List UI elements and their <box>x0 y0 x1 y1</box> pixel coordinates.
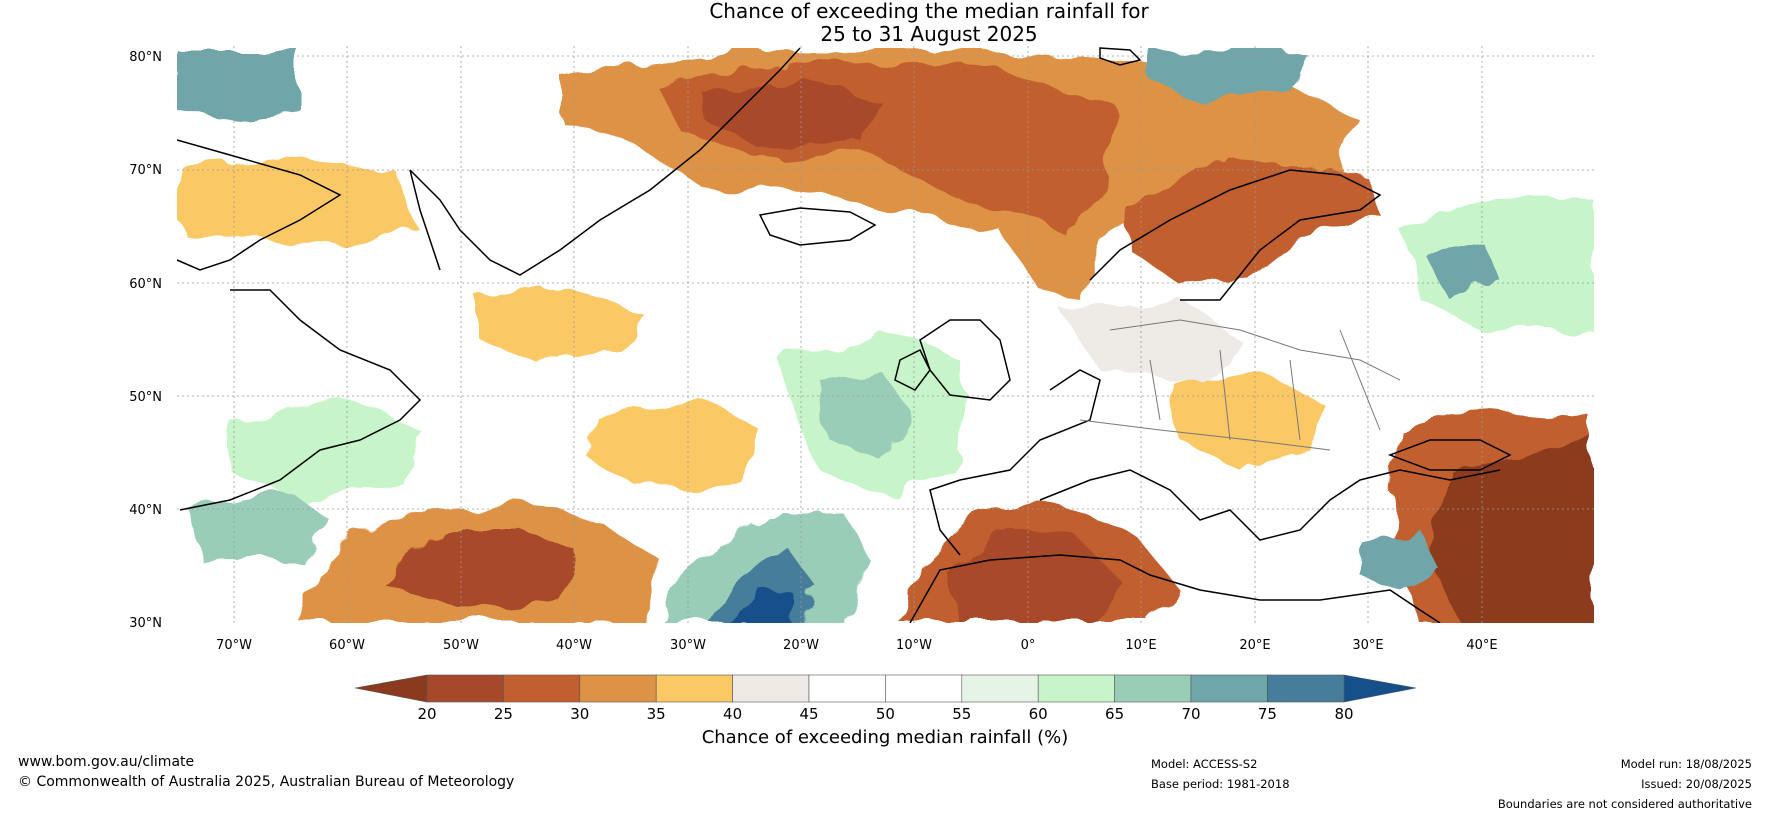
colorbar-tick-label: 75 <box>1258 705 1277 723</box>
coastline-africa-north <box>909 554 1441 623</box>
lon-label-30e: 30°E <box>1352 638 1383 653</box>
copyright-text: © Commonwealth of Australia 2025, Austra… <box>18 774 515 790</box>
wet-region-east-atlantic-core <box>820 370 910 460</box>
colorbar-bin <box>503 674 581 703</box>
model-label: Model: ACCESS-S2 <box>1151 757 1258 771</box>
website-link[interactable]: www.bom.gov.au/climate <box>18 754 195 770</box>
colorbar-high-arrow <box>1343 674 1417 703</box>
coastline-black-sea <box>1387 439 1512 471</box>
dry-region-central-europe <box>1170 370 1320 470</box>
wet-region-newfoundland <box>230 400 420 500</box>
colorbar-tick-label: 80 <box>1334 705 1353 723</box>
lon-label-0: 0° <box>1021 638 1036 653</box>
very-dry-region-north-africa <box>950 530 1120 623</box>
colorbar-tick-label: 70 <box>1181 705 1200 723</box>
map-title-line-1: Chance of exceeding the median rainfall … <box>709 0 1149 23</box>
colorbar-tick-label: 30 <box>570 705 589 723</box>
colorbar-bin <box>885 674 963 703</box>
lon-label-20w: 20°W <box>783 638 819 653</box>
coastline-ireland <box>894 348 931 391</box>
colorbar-bin <box>808 674 886 703</box>
colorbar-title: Chance of exceeding median rainfall (%) <box>701 727 1069 748</box>
lat-label-30n: 30°N <box>129 616 162 631</box>
wet-region-arctic-russia <box>1150 48 1300 100</box>
wet-region-eastern-mediterranean <box>1360 530 1440 590</box>
lon-label-70w: 70°W <box>216 638 252 653</box>
lon-label-20e: 20°E <box>1239 638 1270 653</box>
colorbar-tick-label: 20 <box>417 705 436 723</box>
base-period-label: Base period: 1981-2018 <box>1151 777 1290 791</box>
country-borders <box>1079 319 1401 451</box>
model-run-label: Model run: 18/08/2025 <box>1620 757 1752 771</box>
rainfall-probability-field <box>177 48 1594 623</box>
dry-region-scandinavia <box>1120 160 1380 285</box>
graticule <box>177 46 1594 623</box>
lon-label-50w: 50°W <box>443 638 479 653</box>
border-europe-interior <box>1079 319 1401 451</box>
lon-label-10e: 10°E <box>1125 638 1156 653</box>
coastline-greenland-west <box>409 169 441 271</box>
colorbar-bin <box>579 674 657 703</box>
colorbar-tick-label: 40 <box>723 705 742 723</box>
colorbar-bin <box>732 674 810 703</box>
lon-label-10w: 10°W <box>896 638 932 653</box>
colorbar-low-arrow <box>354 674 428 703</box>
lat-label-70n: 70°N <box>129 163 162 178</box>
dry-region-baffin <box>180 155 420 250</box>
colorbar-bin <box>1037 674 1115 703</box>
disclaimer-text: Boundaries are not considered authoritat… <box>1497 797 1752 811</box>
coastline-baffin <box>177 139 342 271</box>
lon-label-40e: 40°E <box>1466 638 1497 653</box>
colorbar-tick-label: 55 <box>952 705 971 723</box>
neutral-region-europe <box>1060 300 1240 380</box>
wet-region-russia-core <box>1420 240 1500 300</box>
lat-label-50n: 50°N <box>129 390 162 405</box>
wet-region-canadian-arctic <box>177 50 300 120</box>
lat-label-60n: 60°N <box>129 277 162 292</box>
coastline-iceland <box>758 207 877 246</box>
coastline-british-isles <box>919 319 1011 401</box>
longitude-labels: 70°W 60°W 50°W 40°W 30°W 20°W 10°W 0° 10… <box>216 638 1498 653</box>
colorbar-bin <box>1190 674 1268 703</box>
lat-label-40n: 40°N <box>129 503 162 518</box>
colorbar: 20 25 30 35 40 45 50 55 60 65 70 75 80 <box>354 674 1417 723</box>
extremely-wet-region-subtropical-atlantic <box>730 590 800 623</box>
coastline-norway <box>1089 169 1382 301</box>
coastlines <box>177 47 1512 623</box>
lat-label-80n: 80°N <box>129 50 162 65</box>
colorbar-bin <box>1267 674 1345 703</box>
latitude-labels: 80°N 70°N 60°N 50°N 40°N 30°N <box>129 50 162 631</box>
very-dry-region-middle-east <box>1430 440 1594 623</box>
coastline-svalbard <box>1099 47 1142 66</box>
map-panel <box>177 46 1594 623</box>
colorbar-tick-label: 50 <box>876 705 895 723</box>
dry-region-atlantic-central <box>590 400 760 490</box>
lon-label-40w: 40°W <box>556 638 592 653</box>
extremely-dry-region-greenland <box>700 75 880 150</box>
lon-label-60w: 60°W <box>329 638 365 653</box>
wet-region-western-atlantic <box>190 490 330 560</box>
colorbar-bin <box>961 674 1039 703</box>
colorbar-tick-label: 65 <box>1105 705 1124 723</box>
colorbar-tick-label: 60 <box>1029 705 1048 723</box>
coastline-greenland <box>409 47 801 276</box>
map-title-line-2: 25 to 31 August 2025 <box>820 22 1038 46</box>
coastline-mediterranean-north <box>1039 469 1501 541</box>
lon-label-30w: 30°W <box>670 638 706 653</box>
coastline-europe-west <box>929 369 1101 556</box>
colorbar-tick-label: 25 <box>494 705 513 723</box>
colorbar-bin <box>426 674 504 703</box>
map-title: Chance of exceeding the median rainfall … <box>0 0 1770 46</box>
coastline-labrador <box>179 289 422 511</box>
issued-label: Issued: 20/08/2025 <box>1641 777 1752 791</box>
dry-region-mid-atlantic <box>480 285 640 365</box>
colorbar-tick-label: 45 <box>799 705 818 723</box>
colorbar-bin <box>1114 674 1192 703</box>
colorbar-tick-label: 35 <box>647 705 666 723</box>
very-dry-region-subtropical-atlantic <box>380 530 580 610</box>
colorbar-bin <box>655 674 733 703</box>
